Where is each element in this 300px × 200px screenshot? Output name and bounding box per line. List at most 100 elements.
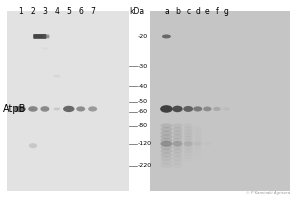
Text: -60: -60 xyxy=(138,109,148,114)
Ellipse shape xyxy=(184,142,193,147)
Ellipse shape xyxy=(194,142,202,146)
Text: -40: -40 xyxy=(138,84,148,89)
Ellipse shape xyxy=(203,129,211,134)
Text: AtpB: AtpB xyxy=(3,104,26,114)
Ellipse shape xyxy=(160,127,172,132)
Ellipse shape xyxy=(172,127,182,132)
Text: e: e xyxy=(205,7,210,16)
Text: -120: -120 xyxy=(138,141,152,146)
Ellipse shape xyxy=(29,143,37,148)
Ellipse shape xyxy=(172,123,182,128)
Ellipse shape xyxy=(194,138,202,143)
Ellipse shape xyxy=(172,149,182,154)
Ellipse shape xyxy=(160,141,172,146)
Ellipse shape xyxy=(213,107,221,111)
Ellipse shape xyxy=(172,141,182,146)
Ellipse shape xyxy=(160,149,172,154)
Ellipse shape xyxy=(184,133,193,138)
Ellipse shape xyxy=(194,130,202,135)
Ellipse shape xyxy=(76,106,85,112)
Ellipse shape xyxy=(184,123,193,128)
Ellipse shape xyxy=(160,138,172,143)
Text: 7: 7 xyxy=(90,7,95,16)
Text: g: g xyxy=(224,7,229,16)
Ellipse shape xyxy=(194,148,202,153)
Ellipse shape xyxy=(184,154,193,159)
Ellipse shape xyxy=(53,75,60,78)
Ellipse shape xyxy=(53,108,60,110)
Ellipse shape xyxy=(172,134,182,139)
Ellipse shape xyxy=(194,143,202,148)
Ellipse shape xyxy=(194,140,202,145)
Ellipse shape xyxy=(160,152,172,157)
Ellipse shape xyxy=(193,106,202,112)
Text: b: b xyxy=(175,7,180,16)
Ellipse shape xyxy=(160,123,172,128)
Ellipse shape xyxy=(203,142,211,145)
Ellipse shape xyxy=(88,106,97,112)
Ellipse shape xyxy=(184,139,193,144)
FancyBboxPatch shape xyxy=(43,35,50,38)
Ellipse shape xyxy=(172,141,182,146)
Ellipse shape xyxy=(172,106,183,112)
Ellipse shape xyxy=(160,159,172,164)
Ellipse shape xyxy=(184,126,193,131)
Ellipse shape xyxy=(14,106,26,112)
Text: -220: -220 xyxy=(138,163,152,168)
Ellipse shape xyxy=(223,107,230,111)
Ellipse shape xyxy=(203,143,211,148)
Ellipse shape xyxy=(184,151,193,156)
Ellipse shape xyxy=(183,106,193,112)
Ellipse shape xyxy=(172,131,182,136)
Text: -50: -50 xyxy=(138,99,148,104)
Text: -30: -30 xyxy=(138,64,148,69)
Ellipse shape xyxy=(184,136,193,141)
Text: kDa: kDa xyxy=(129,7,144,16)
Text: 4: 4 xyxy=(54,7,59,16)
Text: 5: 5 xyxy=(66,7,71,16)
Ellipse shape xyxy=(28,106,38,112)
Ellipse shape xyxy=(203,131,211,136)
Bar xyxy=(7,11,129,191)
Ellipse shape xyxy=(162,34,171,38)
Ellipse shape xyxy=(160,141,172,147)
Ellipse shape xyxy=(40,106,50,112)
Ellipse shape xyxy=(203,135,211,140)
Text: f: f xyxy=(215,7,218,16)
Ellipse shape xyxy=(194,135,202,140)
Ellipse shape xyxy=(184,157,193,162)
Ellipse shape xyxy=(160,134,172,139)
FancyBboxPatch shape xyxy=(33,34,46,39)
Ellipse shape xyxy=(194,146,202,151)
Ellipse shape xyxy=(172,163,182,168)
Ellipse shape xyxy=(172,152,182,157)
Text: 3: 3 xyxy=(43,7,47,16)
Text: d: d xyxy=(195,7,200,16)
Ellipse shape xyxy=(203,127,211,132)
Ellipse shape xyxy=(172,138,182,143)
Text: a: a xyxy=(164,7,169,16)
Ellipse shape xyxy=(194,125,202,130)
Ellipse shape xyxy=(63,106,74,112)
Ellipse shape xyxy=(184,129,193,134)
Ellipse shape xyxy=(203,145,211,150)
Ellipse shape xyxy=(203,141,211,146)
Ellipse shape xyxy=(172,156,182,161)
Bar xyxy=(150,11,290,191)
Ellipse shape xyxy=(160,145,172,150)
Text: c: c xyxy=(186,7,190,16)
Ellipse shape xyxy=(172,145,182,150)
Ellipse shape xyxy=(160,163,172,168)
Ellipse shape xyxy=(194,128,202,133)
Ellipse shape xyxy=(203,137,211,142)
Ellipse shape xyxy=(203,139,211,144)
Ellipse shape xyxy=(184,145,193,150)
Ellipse shape xyxy=(160,156,172,161)
Ellipse shape xyxy=(42,47,48,50)
Text: 6: 6 xyxy=(78,7,83,16)
Ellipse shape xyxy=(194,151,202,156)
Ellipse shape xyxy=(184,148,193,153)
Ellipse shape xyxy=(184,141,193,146)
Text: 1: 1 xyxy=(18,7,22,16)
Ellipse shape xyxy=(172,159,182,164)
